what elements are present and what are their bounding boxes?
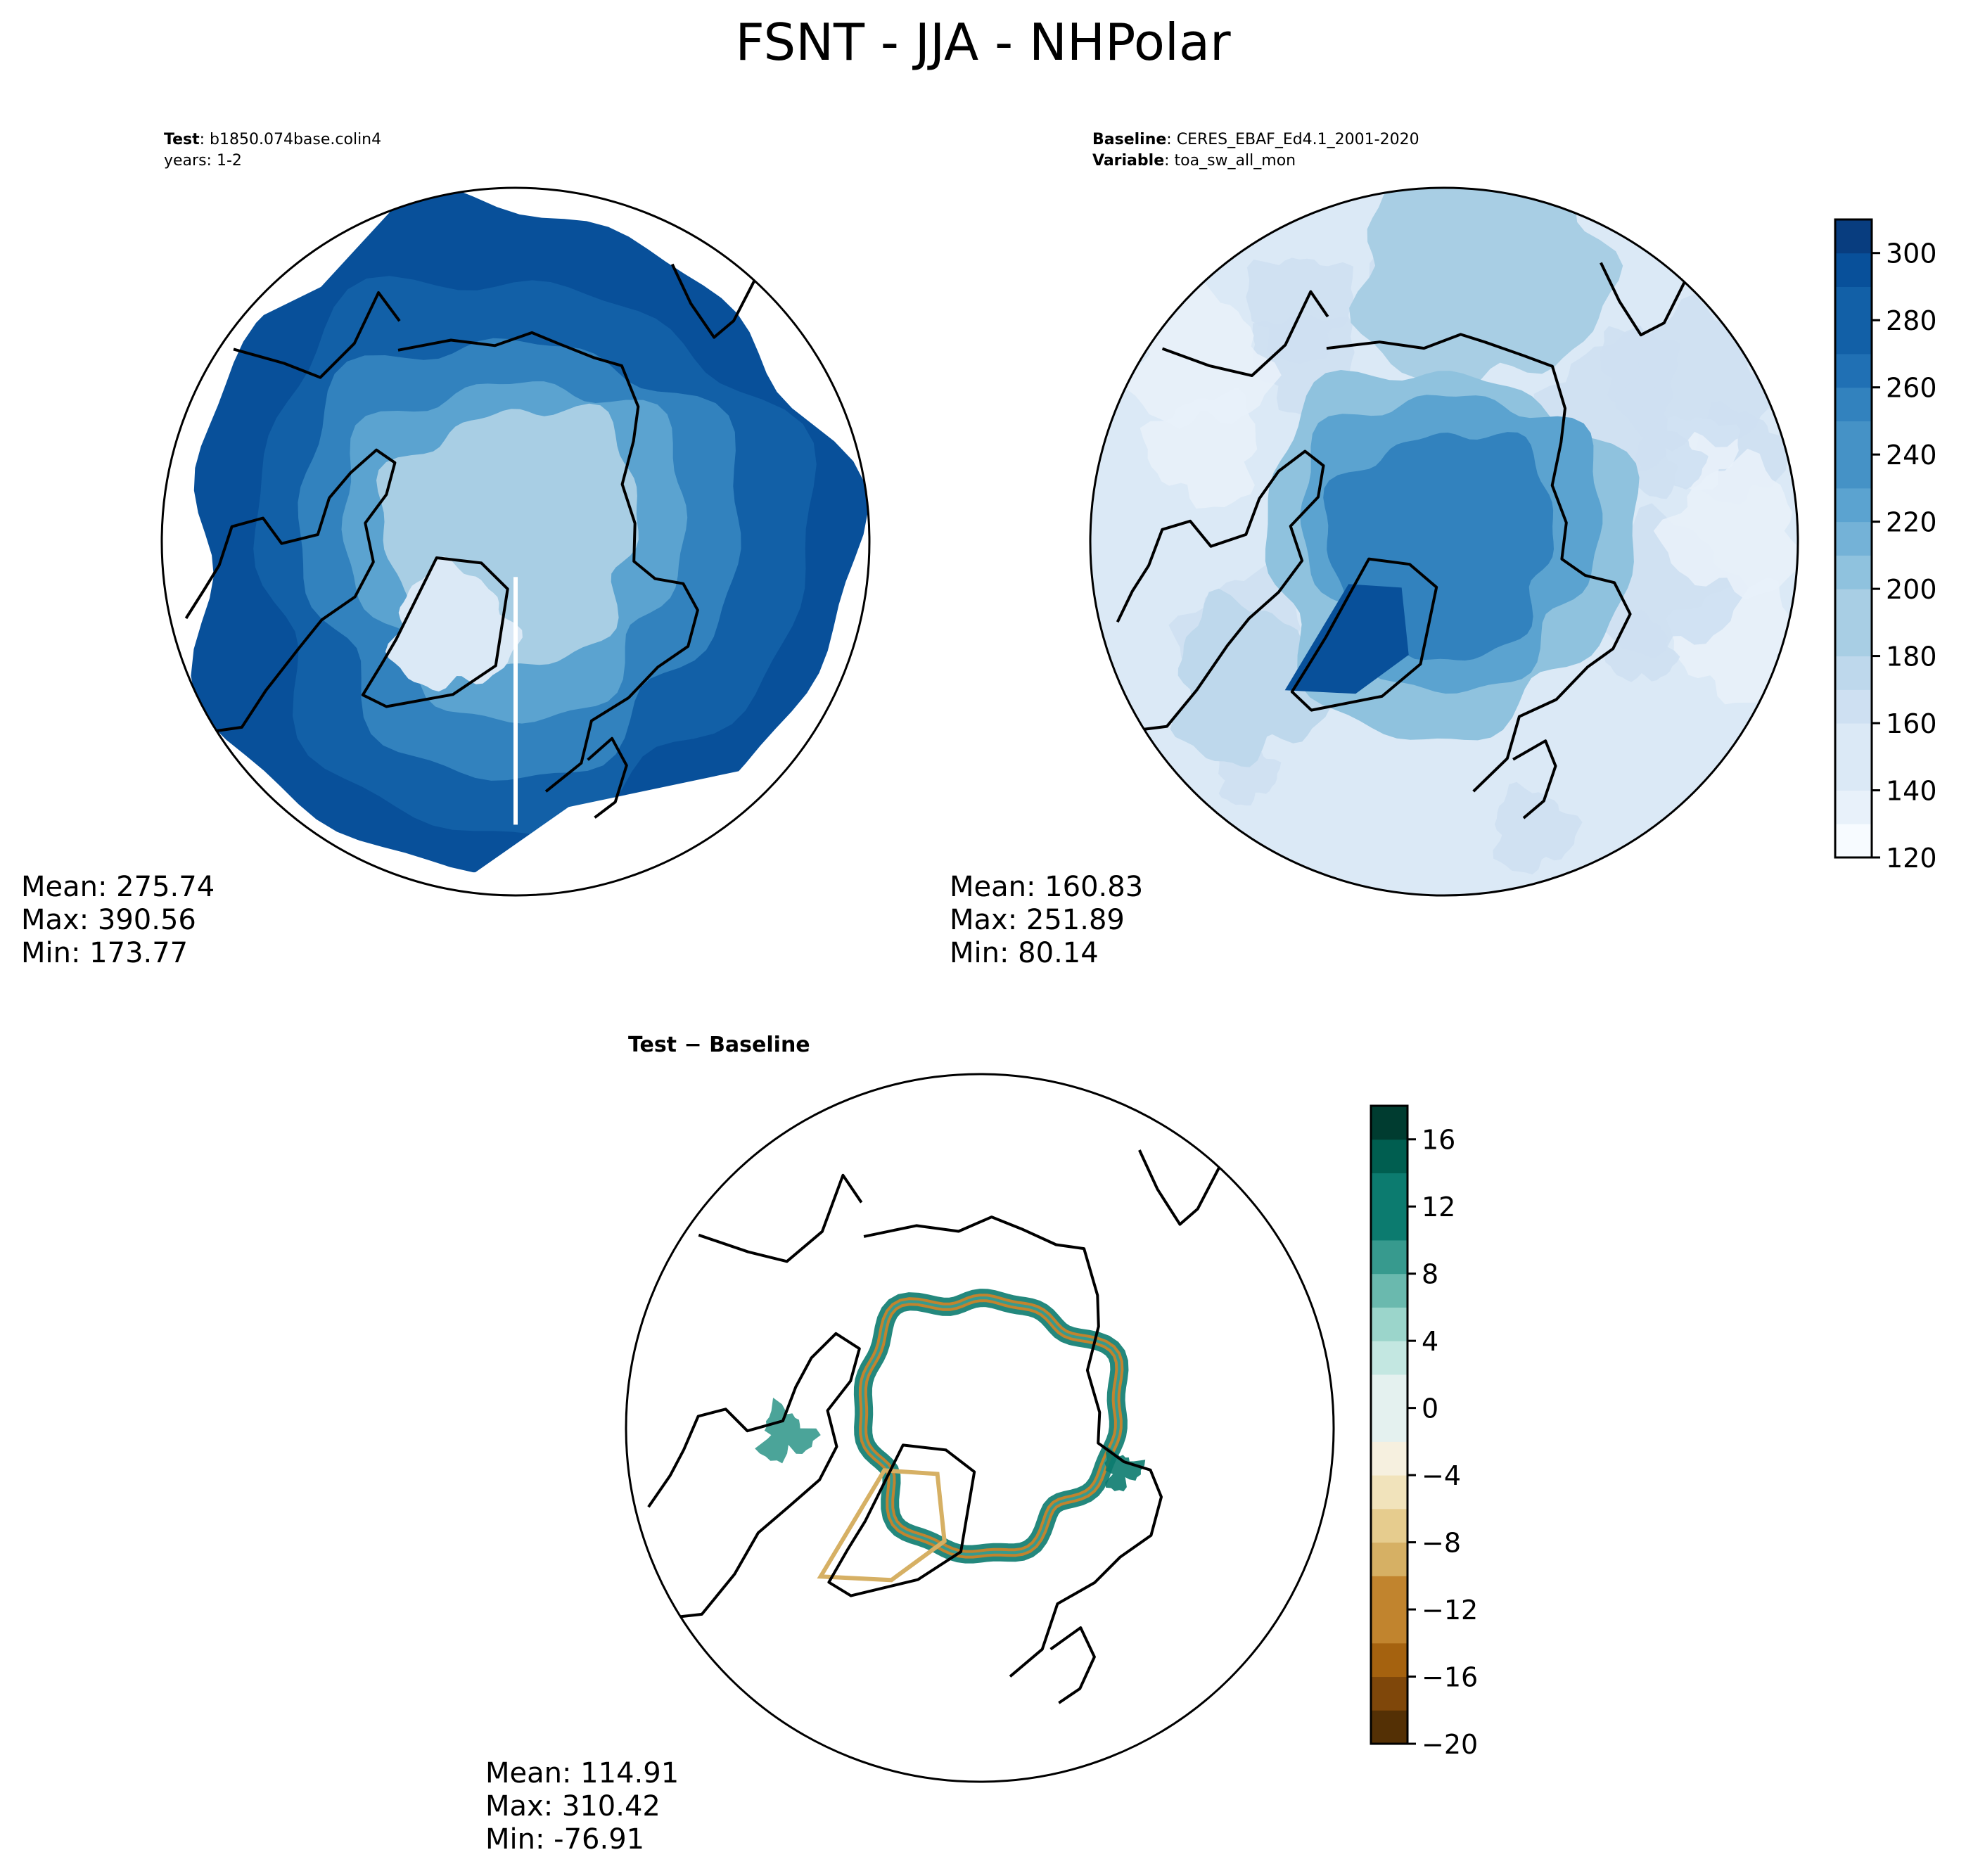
diff-max: Max: 310.42	[485, 1790, 660, 1823]
test-field	[162, 188, 869, 895]
test-header: Test: b1850.074base.colin4 years: 1-2	[164, 129, 381, 172]
baseline-header-value: CERES_EBAF_Ed4.1_2001-2020	[1176, 131, 1419, 148]
coastline	[670, 263, 756, 339]
test-min: Min: 173.77	[21, 937, 189, 969]
test-header-value: b1850.074base.colin4	[210, 131, 382, 148]
baseline-variable-key: Variable	[1092, 152, 1165, 170]
baseline-variable-value: toa_sw_all_mon	[1174, 152, 1296, 170]
baseline-min: Min: 80.14	[950, 937, 1099, 969]
test-max: Max: 390.56	[21, 904, 196, 936]
test-header-years: years: 1-2	[164, 152, 242, 170]
test-mean: Mean: 275.74	[21, 871, 215, 903]
coastline	[233, 291, 401, 379]
map-boundary	[160, 186, 871, 897]
coastline	[180, 448, 397, 738]
baseline-max: Max: 251.89	[950, 904, 1125, 936]
test-header-key: Test	[164, 131, 200, 148]
coastline	[587, 736, 628, 819]
diff-stats: Mean: 114.91 Max: 310.42 Min: -76.91	[485, 1757, 679, 1856]
coastline	[361, 556, 509, 708]
baseline-header-key: Baseline	[1092, 131, 1167, 148]
diff-min: Min: -76.91	[485, 1823, 645, 1856]
figure-title: FSNT - JJA - NHPolar	[735, 13, 1231, 72]
baseline-header: Baseline: CERES_EBAF_Ed4.1_2001-2020 Var…	[1092, 131, 1419, 170]
diff-title: Test − Baseline	[628, 1033, 810, 1057]
test-stats: Mean: 275.74 Max: 390.56 Min: 173.77	[21, 871, 215, 970]
coastline	[397, 331, 699, 793]
